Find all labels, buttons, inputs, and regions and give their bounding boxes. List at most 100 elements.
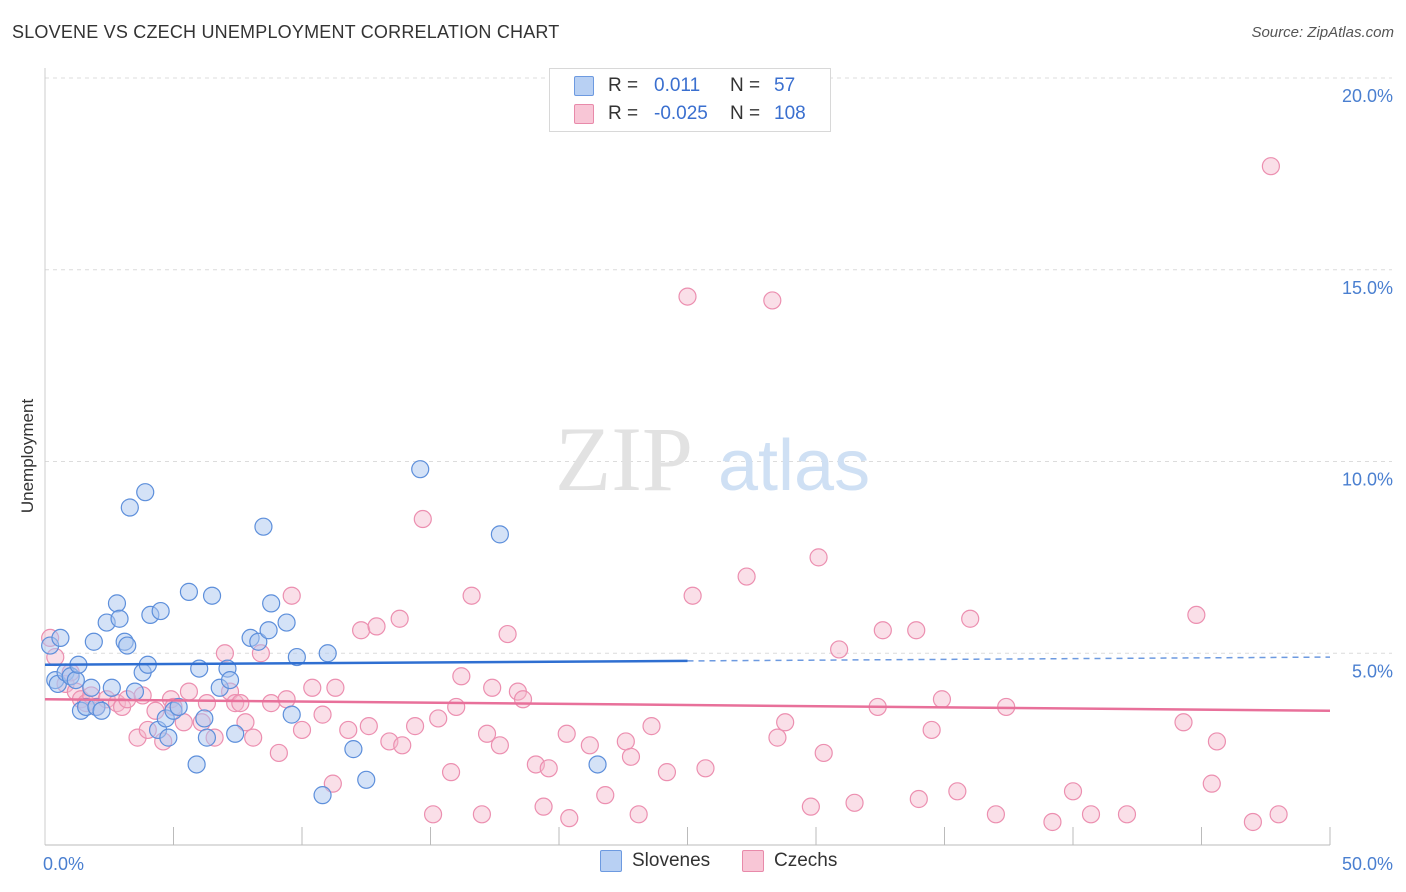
czechs-point [1117,805,1137,824]
czechs-point [922,720,941,740]
czechs-point [244,728,263,747]
czechs-point [472,805,491,824]
slovenes-point [136,483,155,502]
czechs-point [763,291,782,310]
czechs-point [441,763,461,782]
y-tick-label: 20.0% [1342,86,1393,106]
slovenes-point [110,609,129,628]
legend-label-czechs: Czechs [774,850,838,871]
czechs-point [490,736,509,755]
czechs-point [596,786,615,805]
slovenes-trend-extension [687,656,1331,662]
slovenes-point [179,582,199,601]
czechs-point [845,793,864,812]
slovenes-point [262,594,281,613]
slovenes-point [169,697,188,717]
czechs-point [1043,812,1062,832]
czechs-point [429,709,448,728]
slovenes-point [249,632,268,651]
czechs-point [696,759,715,778]
slovenes-point [318,644,337,663]
czechs-point [231,694,250,713]
legend-item-czechs: Czechs [742,850,837,872]
czechs-point [683,586,702,605]
tick-labels: 5.0% 10.0% 15.0% 20.0% 0.0% 50.0% [43,86,1393,874]
czechs-point [1202,774,1221,793]
czechs-point [909,789,928,809]
czechs-point [1174,713,1193,732]
czechs-point [215,644,234,663]
czechs-point [642,717,661,736]
series-slovenes-points [41,460,607,805]
czechs-point [405,717,425,736]
czechs-point [986,805,1006,824]
slovenes-point [490,525,509,544]
czechs-point [678,287,697,306]
slovenes-point [411,460,430,479]
czechs-point [390,609,409,628]
slovenes-point [125,682,145,701]
legend-row-czechs: R = -0.025 N = 108 [574,101,806,127]
legend-item-slovenes: Slovenes [600,850,710,872]
czechs-point [303,678,322,697]
czechs-point [277,690,296,709]
czechs-point [477,724,497,743]
czechs-point [801,797,820,816]
czechs-point [737,567,756,586]
czechs-point [367,617,386,636]
czechs-point [961,609,980,628]
x-tick-label: 50.0% [1342,854,1393,874]
czechs-point [452,667,471,686]
legend-n-label: N = [730,103,761,124]
czechs-point [560,809,579,828]
slovenes-point [344,740,363,759]
axes [44,68,1331,846]
x-tick-label: 0.0% [43,854,84,874]
czechs-point [323,774,342,793]
czechs-point [580,736,599,755]
czechs-point [657,763,677,782]
czechs-point [128,728,147,747]
czechs-point [352,621,371,640]
slovenes-point [92,701,111,720]
slovenes-point [197,728,217,747]
legend-row-slovenes: R = 0.011 N = 57 [574,73,795,99]
slovenes-point [84,632,103,651]
watermark: ZIP atlas [555,408,870,510]
czechs-point [393,736,412,755]
svg-text:atlas: atlas [718,426,870,506]
slovenes-point [195,709,214,728]
y-tick-label: 10.0% [1342,470,1393,490]
slovenes-point [259,621,278,640]
czechs-point [534,797,553,816]
legend-r-label: R = [608,103,639,124]
slovenes-point [82,678,101,697]
legend-r-value: -0.025 [654,103,708,124]
czechs-point [1081,805,1101,824]
czechs-point [423,805,443,824]
slovenes-point [357,770,376,789]
czechs-point [1063,782,1083,801]
czechs-point [326,678,345,697]
czechs-point [179,682,199,701]
czechs-point [830,640,849,659]
czechs-point [1243,812,1263,832]
slovenes-swatch [574,76,594,96]
czechs-point [197,694,217,713]
czechs-point [447,697,466,717]
legend-r-label: R = [608,75,639,96]
legend-n-value: 108 [774,103,806,124]
slovenes-point [220,670,240,690]
trend-lines [44,656,1331,713]
slovenes-point [277,613,296,632]
czechs-point [873,621,892,640]
slovenes-point [159,728,178,747]
svg-text:ZIP: ZIP [555,408,693,510]
slovenes-point [226,724,245,743]
slovenes-point [287,647,306,667]
slovenes-point [51,628,70,648]
czechs-point [616,732,635,751]
slovenes-legend-swatch [600,850,622,872]
czechs-point [1207,732,1227,751]
grid-lines [45,77,1392,654]
